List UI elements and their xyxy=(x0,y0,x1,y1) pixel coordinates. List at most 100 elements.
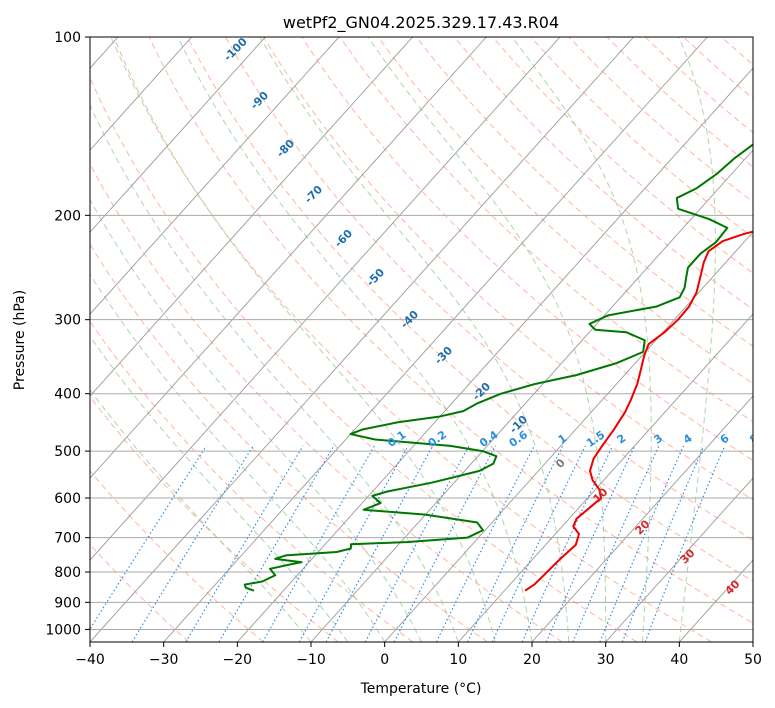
moist-adiabat-line xyxy=(678,37,716,642)
mixing-ratio-line xyxy=(599,445,685,642)
plot-frame xyxy=(89,36,754,643)
mixing-ratio-lines xyxy=(90,445,726,642)
isotherms xyxy=(90,37,753,642)
isotherm-line xyxy=(90,37,340,315)
mixing-ratio-line xyxy=(393,445,496,642)
mixing-ratio-line xyxy=(298,445,409,642)
y-tick-label: 100 xyxy=(54,30,81,46)
x-axis-label: Temperature (°C) xyxy=(360,681,482,697)
mixing-ratio-labels: 0.10.20.40.611.52346810131620253036 xyxy=(385,428,775,450)
mixing-ratio-label: 4 xyxy=(681,431,695,446)
moist-adiabat-line xyxy=(90,103,459,642)
isobars xyxy=(90,37,753,630)
dry-adiabat-line xyxy=(721,37,753,66)
isotherm-line xyxy=(678,559,753,642)
moist-adiabat-line xyxy=(259,37,570,642)
dewpoint-line xyxy=(243,143,753,592)
x-tick-label: 10 xyxy=(449,652,467,668)
dry-adiabat-line xyxy=(110,37,712,642)
moist-adiabat-line xyxy=(367,37,607,642)
dry-adiabat-line xyxy=(90,162,563,642)
mixing-ratio-label: 0.2 xyxy=(426,428,449,450)
isotherm-label: -40 xyxy=(398,308,421,331)
mixing-ratio-line xyxy=(435,445,535,642)
mixing-ratio-line xyxy=(218,445,335,642)
moist-adiabat-line xyxy=(177,37,533,642)
x-tick-label: 40 xyxy=(670,652,688,668)
isotherm-label: -90 xyxy=(248,89,271,112)
isotherm-label: -100 xyxy=(221,35,250,64)
dry-adiabat-line xyxy=(415,37,753,347)
mixing-ratio-label: 10 xyxy=(766,429,775,449)
adiabat-label: 10 xyxy=(591,485,611,505)
dry-adiabat-line xyxy=(90,320,414,642)
dry-adiabat-line xyxy=(454,37,753,311)
mixing-ratio-line xyxy=(521,445,614,642)
dry-adiabat-line xyxy=(90,395,339,642)
mixing-ratio-line xyxy=(467,445,564,642)
x-tick-label: −30 xyxy=(149,652,179,668)
y-axis: 100 200 300 400 500 600 700 800 900 1000 xyxy=(45,30,90,638)
mixing-ratio-label: 2 xyxy=(615,432,629,447)
mixing-ratio-line xyxy=(491,445,586,642)
dry-adiabat-line xyxy=(90,470,264,642)
x-tick-label: −20 xyxy=(223,652,253,668)
plot-area: -100-90-80-70-60-50-40-30-20-10010203040… xyxy=(90,35,775,642)
mixing-ratio-label: 8 xyxy=(747,432,761,447)
mixing-ratio-label: 0.4 xyxy=(477,428,501,450)
mixing-ratio-label: 6 xyxy=(718,431,732,446)
y-tick-label: 1000 xyxy=(45,622,81,638)
mixing-ratio-line xyxy=(644,445,726,642)
dry-adiabat-line xyxy=(148,37,753,624)
dry-adiabat-line xyxy=(644,37,753,134)
mixing-ratio-line xyxy=(185,445,304,642)
isotherm-line xyxy=(384,231,753,642)
dry-adiabat-line xyxy=(683,37,753,100)
adiabat-label: 40 xyxy=(723,577,743,597)
isotherm-label: -80 xyxy=(274,137,297,160)
y-axis-label: Pressure (hPa) xyxy=(12,290,28,390)
isotherm-line xyxy=(163,37,708,642)
mixing-ratio-label: 0.1 xyxy=(385,428,408,450)
x-tick-label: −10 xyxy=(296,652,326,668)
isotherm-label: -60 xyxy=(332,227,355,250)
y-tick-label: 500 xyxy=(54,444,81,460)
isotherm-label: -70 xyxy=(302,183,325,206)
y-tick-label: 800 xyxy=(54,565,81,581)
moist-adiabat-line xyxy=(511,37,652,642)
isotherm-line xyxy=(236,67,753,642)
isotherm-label: -30 xyxy=(432,344,455,367)
y-tick-label: 300 xyxy=(54,313,81,329)
adiabat-label: 0 xyxy=(553,456,568,471)
isotherm-line xyxy=(90,37,192,151)
dry-adiabat-line xyxy=(377,37,753,385)
dry-adiabat-line xyxy=(90,243,488,642)
moist-adiabat-line xyxy=(90,273,386,642)
isotherm-line xyxy=(90,37,487,479)
dry-adiabats xyxy=(90,37,753,642)
isotherm-line xyxy=(457,313,753,642)
y-tick-label: 900 xyxy=(54,595,81,611)
temperature-line xyxy=(524,230,753,592)
moist-adiabat-line xyxy=(113,37,496,642)
mixing-ratio-label: 1.5 xyxy=(584,428,607,450)
mixing-ratio-label: 3 xyxy=(651,431,665,446)
x-tick-label: 0 xyxy=(380,652,389,668)
mixing-ratio-line xyxy=(90,445,207,630)
moist-adiabat-line xyxy=(90,335,349,642)
isotherm-line xyxy=(605,477,753,642)
moist-adiabats xyxy=(90,37,716,642)
isotherm-line xyxy=(90,37,561,561)
x-tick-label: 30 xyxy=(597,652,615,668)
x-tick-label: 20 xyxy=(523,652,541,668)
dry-adiabat-line xyxy=(90,543,190,642)
x-tick-label: 50 xyxy=(744,652,762,668)
isotherm-line xyxy=(531,395,753,642)
y-tick-label: 200 xyxy=(54,208,81,224)
adiabat-label: 30 xyxy=(678,546,698,566)
isotherm-line xyxy=(90,37,266,233)
chart-title: wetPf2_GN04.2025.329.17.43.R04 xyxy=(283,13,559,33)
